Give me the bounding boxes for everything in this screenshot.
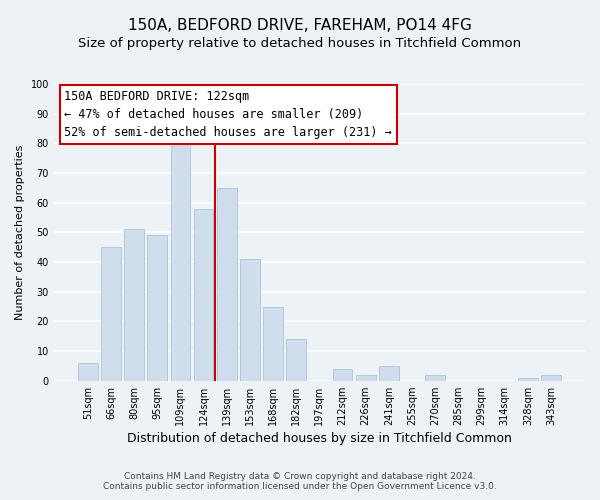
Bar [194, 208, 214, 380]
Text: 150A BEDFORD DRIVE: 122sqm
← 47% of detached houses are smaller (209)
52% of sem: 150A BEDFORD DRIVE: 122sqm ← 47% of deta… [64, 90, 392, 139]
Bar [333, 369, 352, 380]
Bar [170, 144, 190, 380]
Text: Contains public sector information licensed under the Open Government Licence v3: Contains public sector information licen… [103, 482, 497, 491]
Bar [356, 375, 376, 380]
Bar [101, 247, 121, 380]
Bar [78, 363, 98, 380]
Bar [124, 230, 144, 380]
Bar [148, 236, 167, 380]
Text: Contains HM Land Registry data © Crown copyright and database right 2024.: Contains HM Land Registry data © Crown c… [124, 472, 476, 481]
Bar [425, 375, 445, 380]
Bar [217, 188, 236, 380]
Bar [541, 375, 561, 380]
Text: Size of property relative to detached houses in Titchfield Common: Size of property relative to detached ho… [79, 38, 521, 51]
X-axis label: Distribution of detached houses by size in Titchfield Common: Distribution of detached houses by size … [127, 432, 512, 445]
Bar [379, 366, 399, 380]
Y-axis label: Number of detached properties: Number of detached properties [15, 144, 25, 320]
Bar [518, 378, 538, 380]
Text: 150A, BEDFORD DRIVE, FAREHAM, PO14 4FG: 150A, BEDFORD DRIVE, FAREHAM, PO14 4FG [128, 18, 472, 32]
Bar [263, 306, 283, 380]
Bar [286, 339, 306, 380]
Bar [240, 259, 260, 380]
